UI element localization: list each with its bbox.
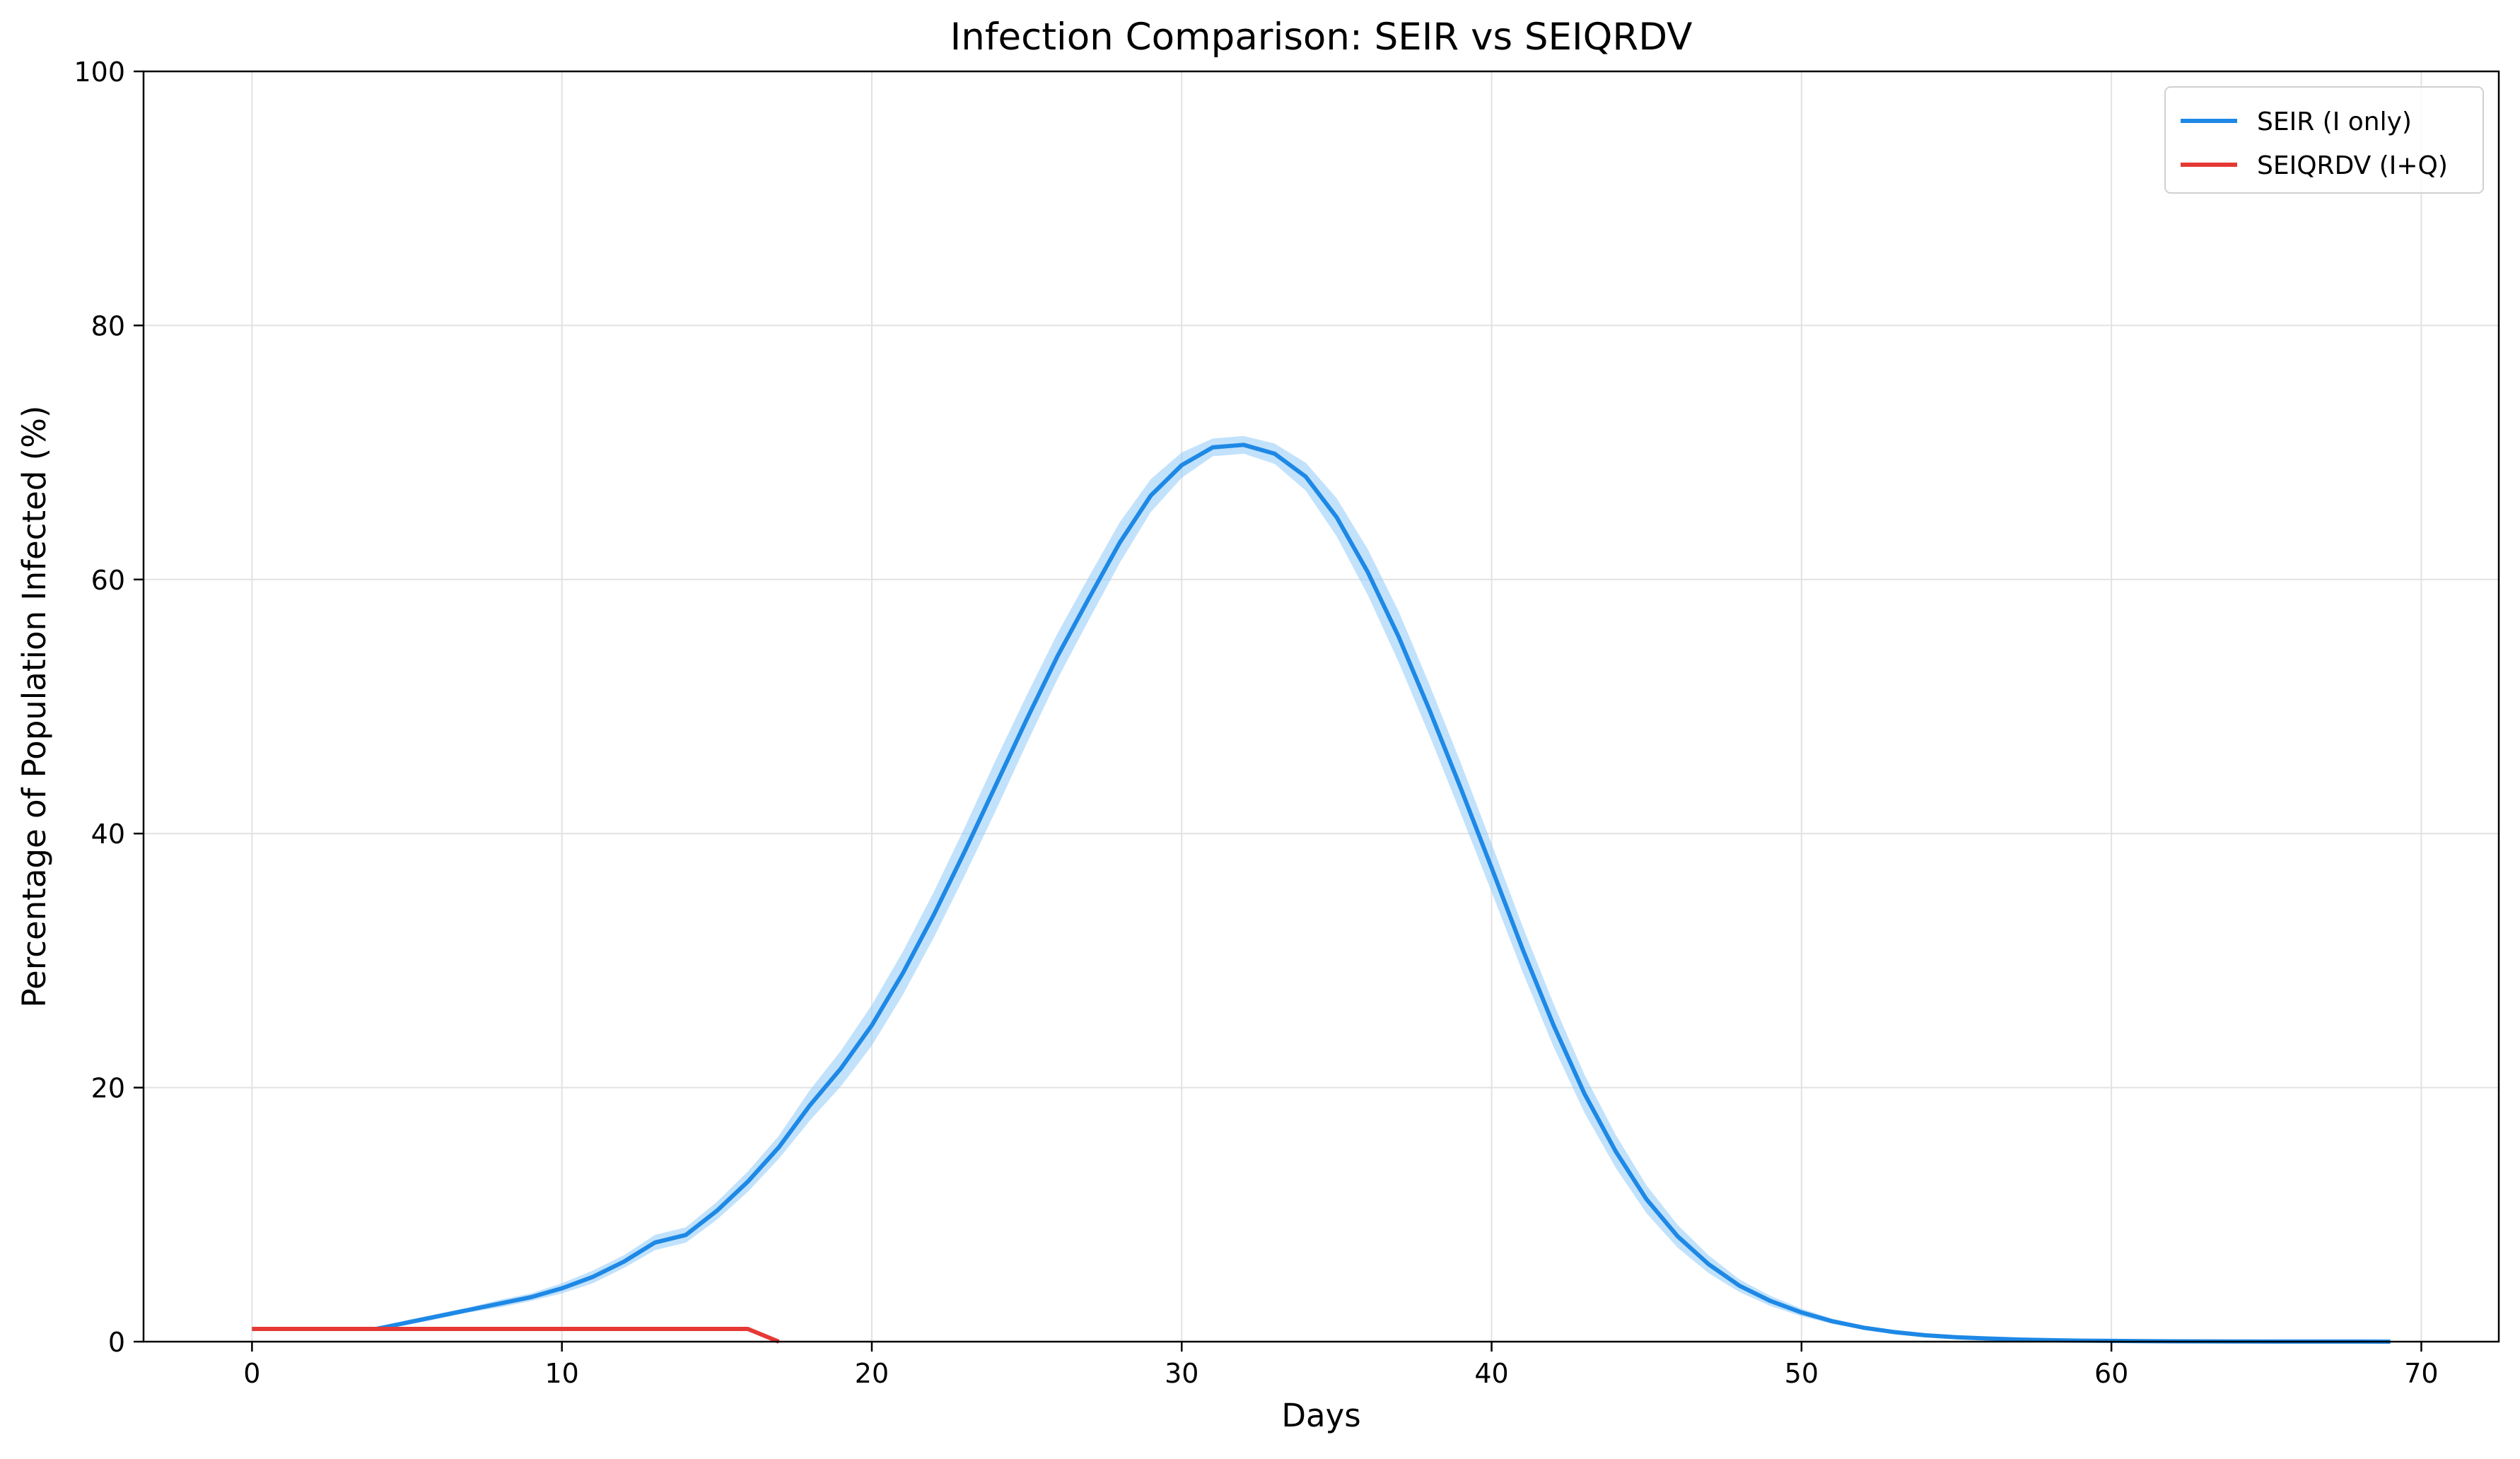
x-tick-label: 0 [243,1358,260,1389]
series-line [252,443,2391,1344]
x-tick-label: 20 [855,1358,889,1389]
y-tick-label: 60 [91,565,125,596]
y-tick-label: 100 [74,57,125,88]
x-axis-label: Days [1281,1397,1360,1434]
y-tick-label: 80 [91,310,125,341]
legend-label: SEIR (I only) [2257,107,2412,136]
y-axis-ticks: 0 20 40 60 80 100 [74,57,144,1358]
x-tick-label: 40 [1474,1358,1508,1389]
x-tick-label: 60 [2094,1358,2128,1389]
y-tick-label: 0 [108,1327,125,1358]
series-lines [252,443,2391,1344]
legend-label: SEIQRDV (I+Q) [2257,151,2448,180]
chart-title: Infection Comparison: SEIR vs SEIQRDV [950,16,1693,59]
x-tick-label: 70 [2404,1358,2438,1389]
y-tick-label: 40 [91,819,125,850]
x-tick-label: 50 [1785,1358,1819,1389]
y-axis-label: Percentage of Population Infected (%) [16,406,53,1008]
x-axis-ticks: 0 10 20 30 40 50 60 70 [243,1342,2439,1389]
x-tick-label: 10 [545,1358,579,1389]
y-tick-label: 20 [91,1073,125,1104]
legend-box [2164,86,2484,194]
legend: SEIR (I only) SEIQRDV (I+Q) [2164,86,2484,194]
x-tick-label: 30 [1165,1358,1198,1389]
plot-frame [142,70,2500,1343]
series-line [252,1327,780,1344]
